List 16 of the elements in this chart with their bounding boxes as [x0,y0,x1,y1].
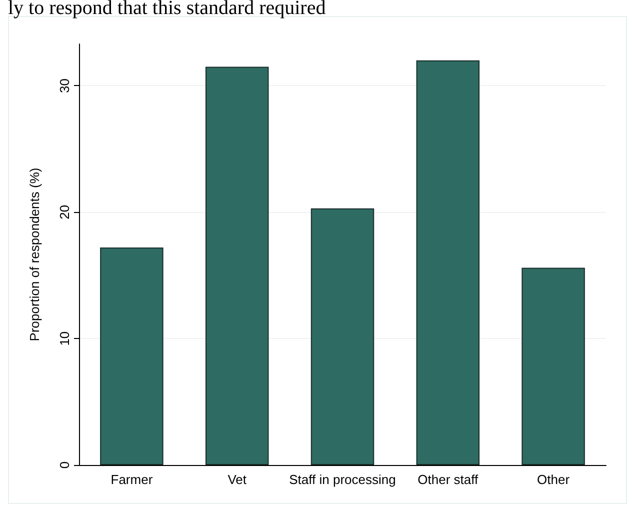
bar [100,248,164,465]
y-tick-label: 0 [57,461,72,469]
y-tick-label: 10 [57,331,72,346]
x-tick-label: Staff in processing [289,472,396,487]
text: ly to respond that this standard required [8,0,327,19]
bar [522,268,585,465]
y-tick-label: 30 [57,78,72,93]
x-tick-label: Vet [228,472,247,487]
bar [310,208,374,465]
x-tick-label: Other staff [418,472,479,487]
y-tick-label: 20 [57,204,72,220]
y-axis-title: Proportion of respondents (%) [27,168,42,342]
bar [416,60,480,465]
x-tick-label: Other [537,472,570,487]
x-tick-label: Farmer [110,472,154,487]
bar [205,66,269,465]
